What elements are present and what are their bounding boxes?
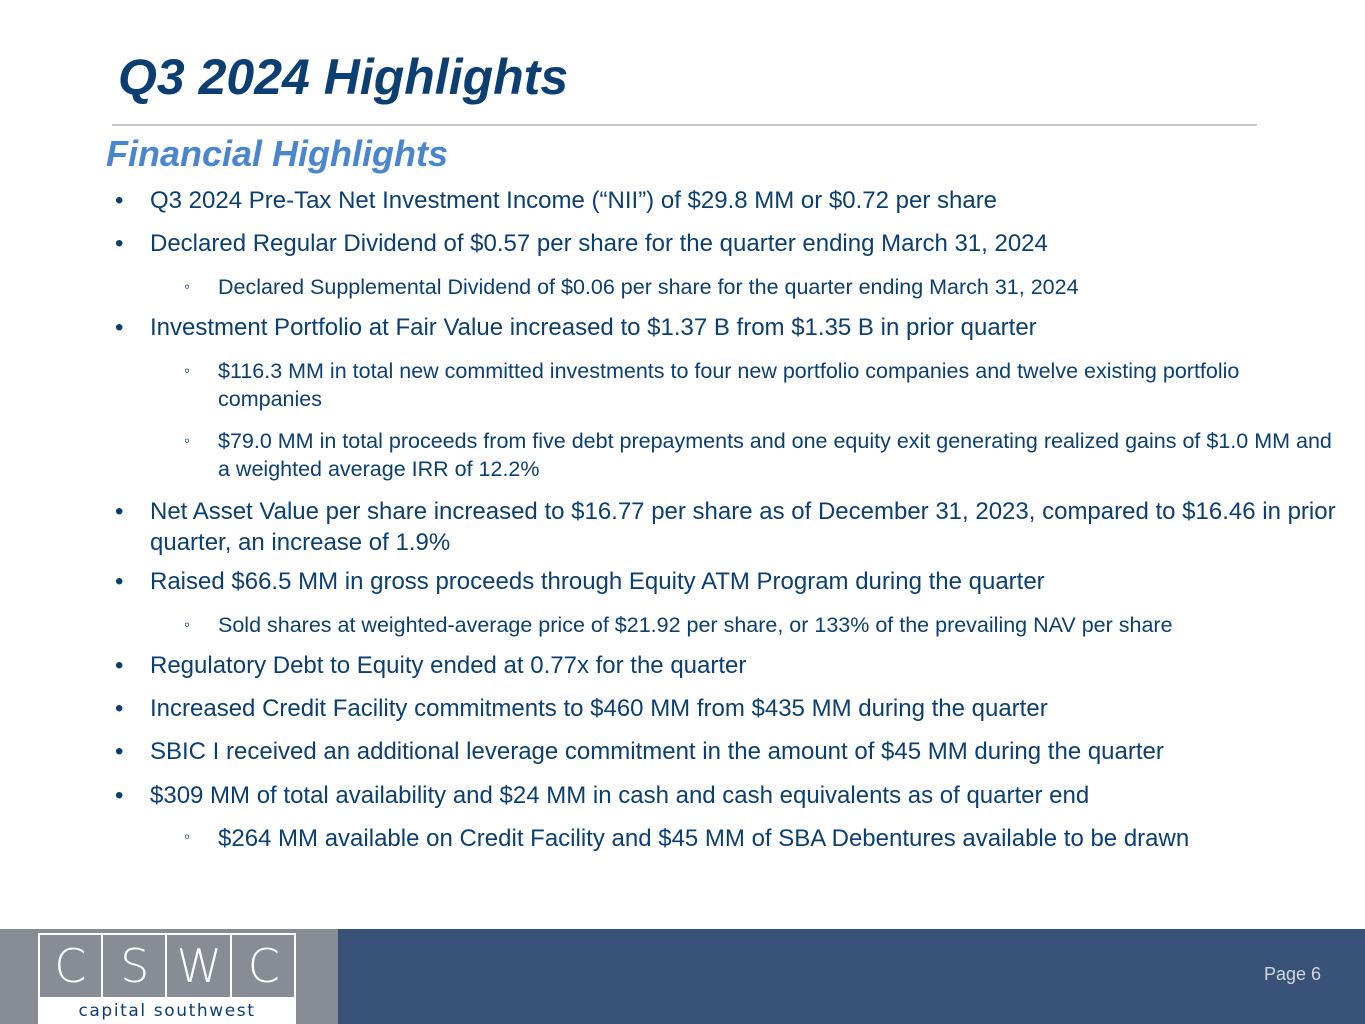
bullet-marker: • xyxy=(115,738,124,765)
sub-bullet-item: ◦ $116.3 MM in total new committed inves… xyxy=(184,358,1343,413)
bullet-item: • Net Asset Value per share increased to… xyxy=(115,497,1340,558)
bullet-marker: • xyxy=(115,568,124,595)
bullet-text: Q3 2024 Pre-Tax Net Investment Income (“… xyxy=(150,187,998,214)
bullet-marker: • xyxy=(115,498,124,525)
bullet-item: • Investment Portfolio at Fair Value inc… xyxy=(115,313,1340,344)
logo-letter: W xyxy=(169,935,232,997)
bullet-text: Raised $66.5 MM in gross proceeds throug… xyxy=(150,568,1045,595)
bullet-item: • SBIC I received an additional leverage… xyxy=(115,737,1340,768)
title-divider xyxy=(112,124,1257,126)
bullet-text: $309 MM of total availability and $24 MM… xyxy=(150,782,1090,809)
bullet-text: Regulatory Debt to Equity ended at 0.77x… xyxy=(150,652,747,679)
sub-bullet-text: $264 MM available on Credit Facility and… xyxy=(218,825,1190,852)
bullet-text: SBIC I received an additional leverage c… xyxy=(150,738,1164,765)
logo-letter: C xyxy=(40,935,103,997)
logo-letter: S xyxy=(104,935,167,997)
bullet-text: Investment Portfolio at Fair Value incre… xyxy=(150,314,1037,341)
bullet-item: • Increased Credit Facility commitments … xyxy=(115,694,1340,725)
sub-bullet-item: ◦ Sold shares at weighted-average price … xyxy=(184,612,1343,640)
bullet-text: Net Asset Value per share increased to $… xyxy=(150,498,1336,556)
sub-bullet-item: ◦ $79.0 MM in total proceeds from five d… xyxy=(184,428,1343,483)
sub-bullet-marker: ◦ xyxy=(184,827,191,846)
slide-title: Q3 2024 Highlights xyxy=(118,49,569,105)
sub-bullet-item: ◦ Declared Supplemental Dividend of $0.0… xyxy=(184,274,1343,302)
bullet-item: • Regulatory Debt to Equity ended at 0.7… xyxy=(115,651,1340,682)
logo-letters: C S W C xyxy=(40,935,294,997)
sub-bullet-marker: ◦ xyxy=(184,277,191,296)
bullet-text: Declared Regular Dividend of $0.57 per s… xyxy=(150,230,1048,257)
bullet-item: • Q3 2024 Pre-Tax Net Investment Income … xyxy=(115,186,1340,217)
sub-bullet-marker: ◦ xyxy=(184,615,191,634)
logo-letter: C xyxy=(233,935,294,997)
sub-bullet-text: Sold shares at weighted-average price of… xyxy=(218,613,1173,637)
bullet-text: Increased Credit Facility commitments to… xyxy=(150,695,1048,722)
bullet-marker: • xyxy=(115,695,124,722)
logo-wordmark: capital southwest xyxy=(78,1001,256,1021)
sub-bullet-marker: ◦ xyxy=(184,431,191,450)
sub-bullet-text: Declared Supplemental Dividend of $0.06 … xyxy=(218,275,1079,299)
sub-bullet-item: ◦ $264 MM available on Credit Facility a… xyxy=(184,824,1343,855)
bullet-marker: • xyxy=(115,314,124,341)
bullet-marker: • xyxy=(115,230,124,257)
bullet-item: • Raised $66.5 MM in gross proceeds thro… xyxy=(115,567,1340,598)
sub-bullet-text: $116.3 MM in total new committed investm… xyxy=(218,359,1240,411)
bullet-item: • $309 MM of total availability and $24 … xyxy=(115,781,1340,812)
bullet-marker: • xyxy=(115,782,124,809)
sub-bullet-marker: ◦ xyxy=(184,361,191,380)
sub-bullet-text: $79.0 MM in total proceeds from five deb… xyxy=(218,429,1332,481)
bullet-item: • Declared Regular Dividend of $0.57 per… xyxy=(115,229,1340,260)
page-number: Page 6 xyxy=(1264,964,1322,984)
bullet-marker: • xyxy=(115,652,124,679)
bullet-marker: • xyxy=(115,187,124,214)
section-heading: Financial Highlights xyxy=(106,133,449,174)
